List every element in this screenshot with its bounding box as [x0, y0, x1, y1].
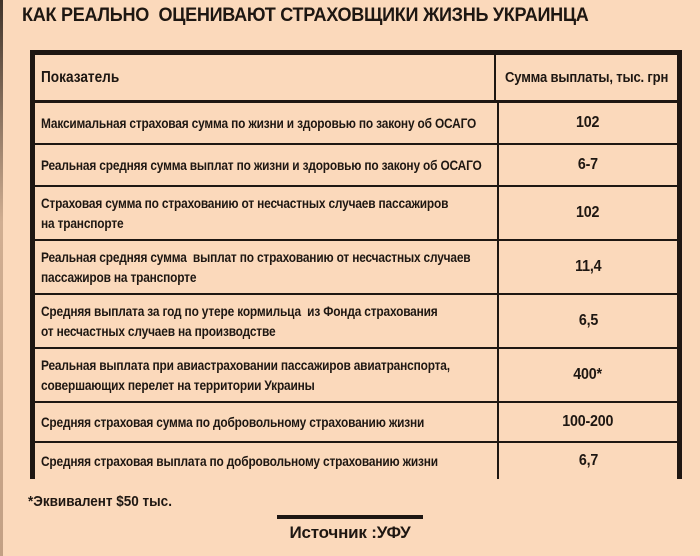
indicator-label: Максимальная страховая сумма по жизни и …	[41, 115, 477, 131]
table-header-row: Показатель Сумма выплаты, тыс. грн	[35, 55, 677, 100]
table-row: Средняя страховая выплата по добровольно…	[35, 443, 677, 479]
row-separator	[35, 293, 677, 295]
amount-value: 6-7	[577, 156, 599, 173]
indicator-cell: Средняя страховая выплата по добровольно…	[35, 443, 497, 479]
amount-value: 11,4	[574, 258, 602, 275]
indicator-cell: Реальная средняя сумма выплат по жизни и…	[35, 145, 497, 185]
indicator-label: Реальная выплата при авиастраховании пас…	[41, 357, 450, 393]
footnote: *Эквивалент $50 тыс.	[28, 493, 172, 510]
indicator-cell: Страховая сумма по страхованию от несчас…	[35, 187, 497, 239]
amount-cell: 102	[497, 187, 677, 239]
table-row: Страховая сумма по страхованию от несчас…	[35, 187, 677, 239]
amount-cell: 11,4	[497, 241, 677, 293]
column-header-amount: Сумма выплаты, тыс. грн	[493, 55, 677, 100]
amount-cell: 6,5	[497, 295, 677, 347]
row-separator	[35, 441, 677, 443]
scan-edge-artifact	[0, 0, 3, 556]
amount-cell: 6-7	[497, 145, 677, 185]
amount-value: 102	[576, 204, 600, 221]
amount-value: 400*	[573, 366, 603, 383]
row-separator	[35, 185, 677, 187]
table-row: Реальная средняя сумма выплат по страхов…	[35, 241, 677, 293]
row-separator	[35, 143, 677, 145]
column-header-amount-label: Сумма выплаты, тыс. грн	[504, 69, 668, 86]
header-separator	[35, 100, 677, 103]
row-separator	[35, 347, 677, 349]
payout-table: Показатель Сумма выплаты, тыс. грн Макси…	[30, 50, 682, 479]
indicator-label: Средняя страховая выплата по добровольно…	[41, 453, 438, 469]
column-header-indicator: Показатель	[35, 55, 494, 100]
indicator-label: Реальная средняя сумма выплат по жизни и…	[41, 157, 482, 173]
table-row: Реальная средняя сумма выплат по жизни и…	[35, 145, 677, 185]
row-separator	[35, 239, 677, 241]
indicator-cell: Реальная выплата при авиастраховании пас…	[35, 349, 497, 401]
amount-cell: 400*	[497, 349, 677, 401]
indicator-cell: Максимальная страховая сумма по жизни и …	[35, 103, 497, 143]
row-separator	[35, 401, 677, 403]
indicator-cell: Средняя страховая сумма по добровольному…	[35, 403, 497, 441]
column-header-indicator-label: Показатель	[41, 68, 120, 86]
indicator-label: Средняя страховая сумма по добровольному…	[41, 414, 425, 430]
amount-cell: 102	[497, 103, 677, 143]
amount-cell: 100-200	[497, 403, 677, 441]
table-row: Средняя страховая сумма по добровольному…	[35, 403, 677, 441]
indicator-label: Реальная средняя сумма выплат по страхов…	[41, 249, 471, 285]
amount-value: 6,5	[578, 312, 598, 329]
amount-value: 100-200	[562, 413, 614, 430]
amount-value: 6,7	[578, 452, 598, 469]
indicator-cell: Реальная средняя сумма выплат по страхов…	[35, 241, 497, 293]
table-row: Реальная выплата при авиастраховании пас…	[35, 349, 677, 401]
source-label: Источник :УФУ	[289, 523, 411, 542]
indicator-label: Средняя выплата за год по утере кормильц…	[41, 303, 438, 339]
page-title: КАК РЕАЛЬНО ОЦЕНИВАЮТ СТРАХОВЩИКИ ЖИЗНЬ …	[22, 5, 589, 26]
amount-cell: 6,7	[497, 443, 677, 479]
source-divider-bar	[277, 515, 423, 519]
source-block: Источник :УФУ	[240, 515, 460, 543]
indicator-cell: Средняя выплата за год по утере кормильц…	[35, 295, 497, 347]
indicator-label: Страховая сумма по страхованию от несчас…	[41, 195, 449, 231]
amount-value: 102	[576, 114, 600, 131]
table-row: Максимальная страховая сумма по жизни и …	[35, 103, 677, 143]
table-row: Средняя выплата за год по утере кормильц…	[35, 295, 677, 347]
